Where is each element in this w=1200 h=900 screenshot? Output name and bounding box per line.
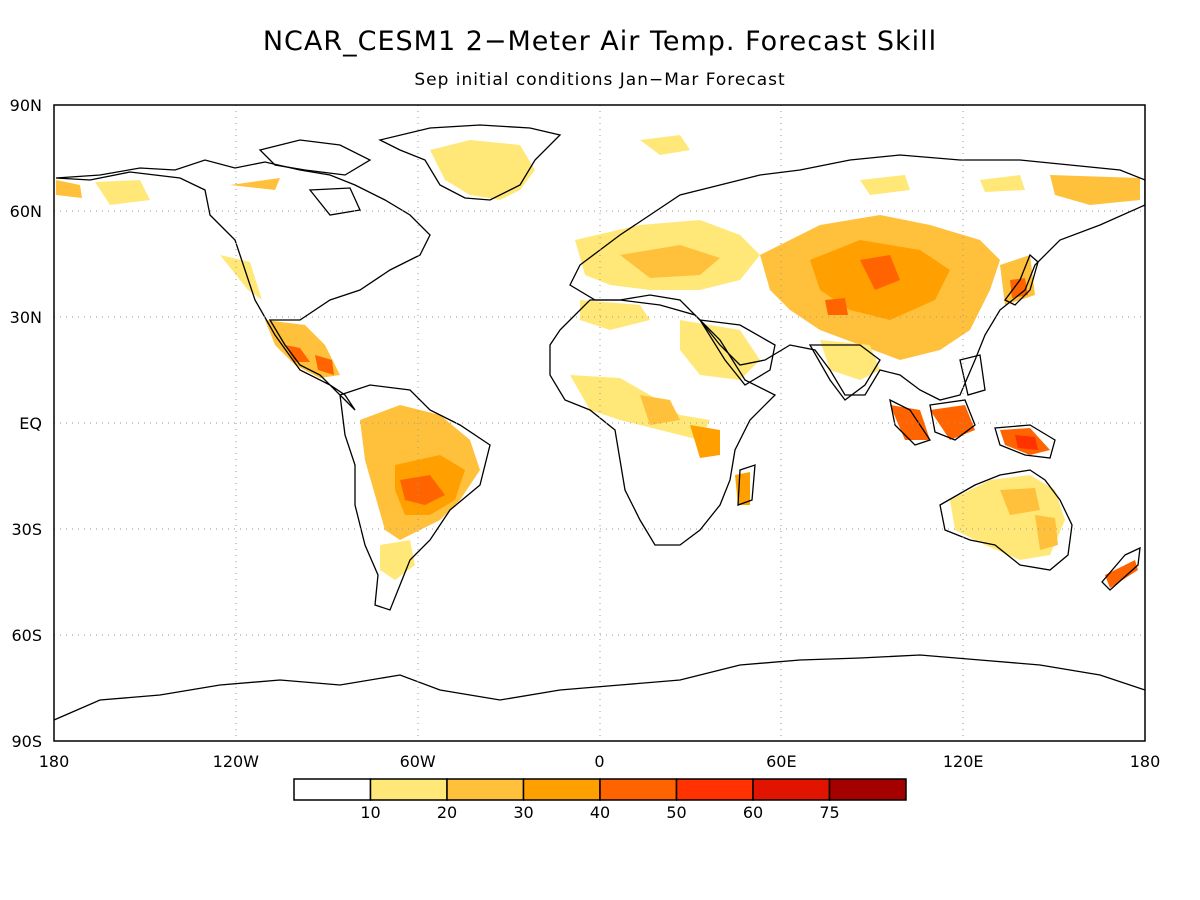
lat-label-60s: 60S	[11, 626, 42, 645]
legend-swatch-4	[599, 778, 678, 801]
skill-shading	[56, 135, 1140, 588]
legend-label-10: 10	[360, 803, 380, 822]
lat-label-eq: EQ	[19, 414, 42, 433]
longitude-labels: 180 120W 60W 0 60E 120E 180	[39, 752, 1161, 771]
legend-swatch-3	[522, 778, 601, 801]
lon-label-4: 60E	[766, 752, 796, 771]
legend-label-75: 75	[819, 803, 839, 822]
map-frame	[53, 104, 1146, 742]
graticule	[54, 105, 1145, 741]
lat-label-30n: 30N	[10, 308, 42, 327]
lon-label-0: 180	[39, 752, 70, 771]
legend-label-30: 30	[513, 803, 533, 822]
legend-label-50: 50	[666, 803, 686, 822]
legend-swatch-5	[675, 778, 754, 801]
lon-label-3: 0	[594, 752, 604, 771]
coastlines	[54, 124, 1145, 721]
color-legend: 10 20 30 40 50 60 75	[293, 778, 907, 822]
legend-label-60: 60	[743, 803, 763, 822]
legend-swatch-1	[369, 778, 448, 801]
map-subtitle: Sep initial conditions Jan−Mar Forecast	[414, 70, 786, 90]
legend-swatch-0	[293, 778, 372, 801]
lon-label-5: 120E	[943, 752, 984, 771]
lat-label-90s: 90S	[11, 732, 42, 751]
lat-label-30s: 30S	[11, 520, 42, 539]
map-title: NCAR_CESM1 2−Meter Air Temp. Forecast Sk…	[262, 26, 938, 57]
legend-label-40: 40	[590, 803, 610, 822]
legend-label-20: 20	[437, 803, 457, 822]
legend-swatch-6	[752, 778, 831, 801]
latitude-labels: 90N 60N 30N EQ 30S 60S 90S	[10, 96, 42, 751]
lon-label-6: 180	[1130, 752, 1161, 771]
lon-label-1: 120W	[213, 752, 260, 771]
lon-label-2: 60W	[400, 752, 436, 771]
lat-label-90n: 90N	[10, 96, 42, 115]
lat-label-60n: 60N	[10, 202, 42, 221]
legend-swatch-7	[828, 778, 907, 801]
legend-swatch-2	[446, 778, 525, 801]
